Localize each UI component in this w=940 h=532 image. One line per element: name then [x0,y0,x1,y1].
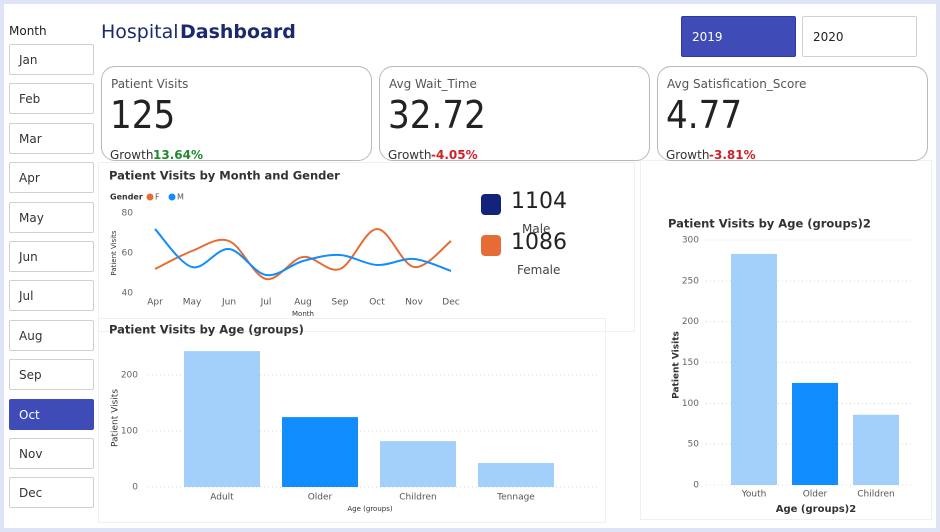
kpi-value: 4.77 [666,93,743,137]
x-tick-label: Oct [369,298,385,308]
gender-label: Male [522,222,551,236]
chart-title: Patient Visits by Month and Gender [109,169,340,183]
y-tick-label: 80 [122,209,134,219]
x-tick-label: Tennage [496,493,535,503]
x-tick-label: Children [857,490,894,500]
kpi-label: Avg Wait_Time [389,77,477,91]
bar [380,441,456,487]
y-tick-label: 200 [682,317,699,327]
series-line [154,227,452,281]
legend-label: M [177,193,184,202]
x-axis-label: Age (groups) [347,505,392,513]
growth-label: Growth [110,148,154,162]
slicer-title: Month [9,24,47,38]
chart-title: Patient Visits by Age (groups)2 [668,217,871,231]
y-axis-label: Patient Visits [111,389,121,447]
panel [98,318,606,523]
y-axis-label: Patient Visits [672,331,682,399]
month-button[interactable]: Jan [9,44,94,75]
y-tick-label: 50 [688,440,700,450]
x-tick-label: Dec [442,298,459,308]
year-button[interactable]: 2020 [802,16,917,57]
month-button[interactable]: Feb [9,83,94,115]
x-tick-label: Older [803,490,828,500]
gender-total: 1086 [511,230,567,255]
growth-value: -4.05% [431,148,478,162]
bar [478,462,554,487]
y-tick-label: 100 [682,399,699,409]
y-tick-label: 150 [682,358,699,368]
month-button[interactable]: Mar [9,122,94,154]
bar [853,414,899,485]
kpi-card [379,66,650,161]
y-axis-label: Patient Visits [110,230,118,276]
growth-label: Growth [388,148,432,162]
x-tick-label: Jun [221,298,236,308]
title-bold: Dashboard [180,21,296,43]
growth-value: 13.64% [153,148,203,162]
y-tick-label: 250 [682,276,699,286]
y-tick-label: 200 [121,371,138,381]
kpi-card [657,66,928,161]
chart-title: Patient Visits by Age (groups) [109,323,304,337]
x-tick-label: Older [308,493,333,503]
legend-title: Gender [110,193,143,202]
year-button[interactable]: 2019 [681,16,796,57]
legend-dot [146,193,154,201]
kpi-label: Avg Satisfication_Score [667,77,807,91]
x-tick-label: Apr [147,298,163,308]
bar [184,351,260,487]
month-button[interactable]: Oct [9,398,94,430]
bar [282,417,358,487]
x-tick-label: Adult [210,493,234,503]
growth-value: -3.81% [709,148,756,162]
month-button[interactable]: Jun [9,241,94,272]
gender-swatch [481,194,501,215]
gender-total: 1104 [511,189,567,214]
growth-label: Growth [666,148,710,162]
y-tick-label: 300 [682,236,699,246]
panel [98,162,635,332]
x-tick-label: Nov [405,298,423,308]
kpi-card [101,66,372,161]
x-tick-label: May [183,298,202,308]
title-light: Hospital [101,21,179,43]
month-button[interactable]: Apr [9,162,94,194]
legend-label: F [155,193,160,202]
gender-swatch [481,235,501,256]
legend-dot [168,193,176,201]
y-tick-label: 100 [121,427,138,437]
kpi-value: 32.72 [388,93,486,137]
month-button[interactable]: Jul [9,280,94,312]
y-tick-label: 0 [132,483,138,493]
bar [792,382,838,485]
kpi-label: Patient Visits [111,77,189,91]
x-axis-label: Age (groups)2 [776,504,856,515]
x-tick-label: Jul [260,298,272,308]
gender-label: Female [517,263,561,277]
x-tick-label: Sep [332,298,349,308]
month-button[interactable]: Nov [9,438,94,469]
x-tick-label: Children [399,493,436,503]
month-button[interactable]: Dec [9,477,94,509]
x-tick-label: Youth [741,490,767,500]
month-button[interactable]: May [9,201,94,233]
y-tick-label: 40 [122,289,134,299]
series-line [154,228,452,277]
y-tick-label: 60 [122,249,134,259]
x-axis-label: Month [292,310,314,318]
x-tick-label: Aug [294,298,312,308]
month-button[interactable]: Aug [9,319,94,351]
month-button[interactable]: Sep [9,359,94,391]
kpi-value: 125 [110,93,176,137]
bar [731,253,777,485]
y-tick-label: 0 [693,481,699,491]
